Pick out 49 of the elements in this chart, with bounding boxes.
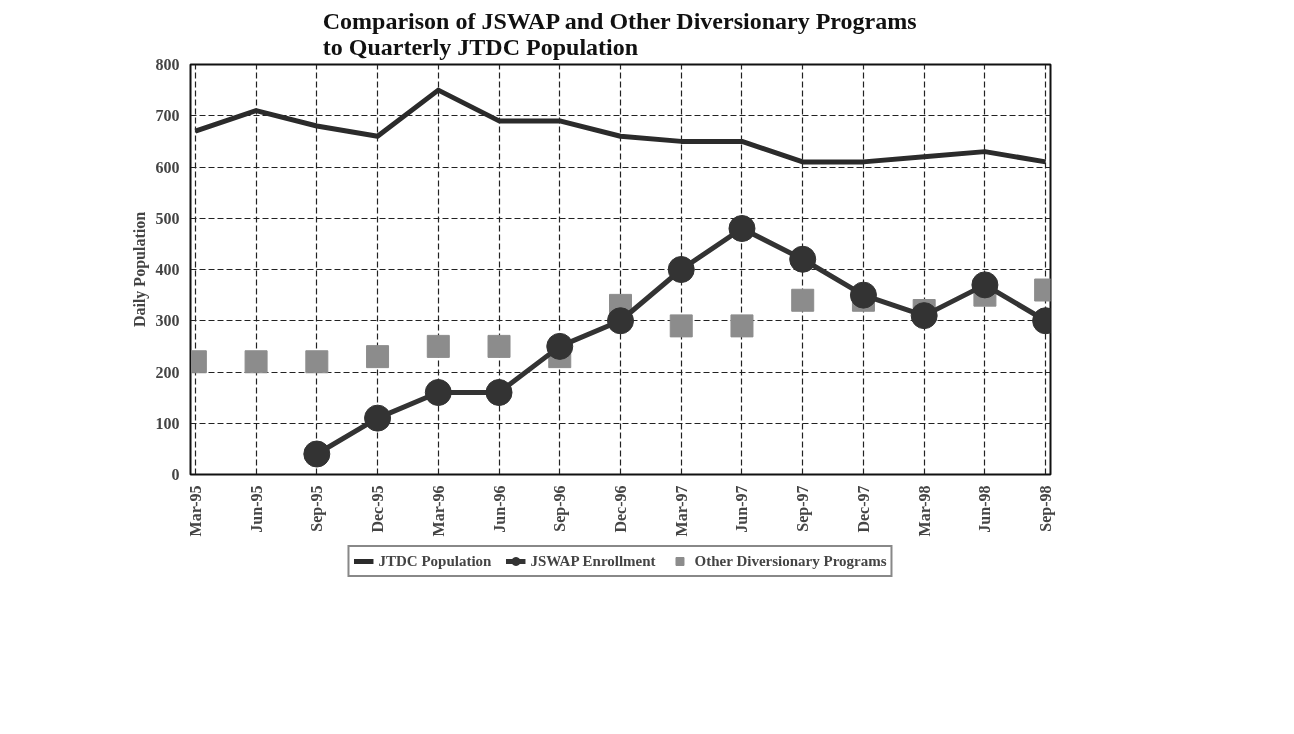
- y-tick-label: 0: [171, 466, 180, 483]
- x-tick-label: Jun-95: [247, 485, 265, 533]
- x-tick-label: Sep-98: [1037, 485, 1056, 532]
- point: [487, 334, 511, 358]
- point: [364, 404, 392, 432]
- y-tick-label: 500: [155, 209, 180, 227]
- x-tick-label: Jun-96: [490, 485, 508, 533]
- point: [971, 271, 999, 299]
- point: [791, 288, 815, 312]
- point: [426, 334, 450, 358]
- x-tick-label: Mar-95: [186, 485, 204, 537]
- point: [366, 345, 390, 369]
- point: [303, 440, 331, 468]
- y-tick-label: 300: [155, 312, 180, 330]
- point: [607, 307, 634, 335]
- x-tick-label: Dec-96: [612, 485, 629, 533]
- point: [546, 332, 574, 360]
- point: [667, 256, 695, 283]
- chart-title: Comparison of JSWAP and Other Diversionary Programs to Quarterly JTDC Population: [322, 7, 917, 60]
- legend-label: JSWAP Enrollment: [530, 552, 656, 570]
- x-tick-label: Sep-96: [551, 485, 570, 532]
- x-tick-label: Mar-96: [429, 485, 447, 537]
- y-tick-label: 700: [155, 107, 180, 125]
- x-tick-label: Dec-97: [854, 485, 872, 533]
- y-tick-label: 100: [155, 414, 180, 432]
- point: [849, 281, 877, 309]
- x-tick-label: Sep-95: [308, 485, 327, 532]
- point: [728, 215, 756, 242]
- x-tick-label: Jun-97: [733, 485, 751, 533]
- point: [485, 379, 513, 406]
- legend-label: Other Diversionary Programs: [694, 552, 887, 570]
- y-tick-label: 600: [155, 158, 180, 176]
- x-tick-label: Mar-98: [915, 485, 933, 537]
- y-tick-label: 200: [155, 363, 180, 381]
- point: [244, 350, 268, 374]
- point: [424, 379, 452, 406]
- point: [730, 314, 754, 338]
- y-tick-label: 400: [155, 261, 180, 278]
- point: [910, 302, 938, 330]
- x-tick-label: Dec-95: [369, 485, 387, 533]
- point: [305, 350, 329, 374]
- x-tick-label: Sep-97: [794, 485, 813, 532]
- x-tick-label: Jun-98: [976, 485, 994, 533]
- y-axis-title: Daily Population: [130, 211, 149, 328]
- point: [789, 245, 817, 273]
- x-tick-label: Mar-97: [672, 485, 690, 537]
- y-tick-label: 800: [155, 56, 180, 73]
- point: [669, 314, 693, 338]
- legend-label: JTDC Population: [378, 552, 492, 570]
